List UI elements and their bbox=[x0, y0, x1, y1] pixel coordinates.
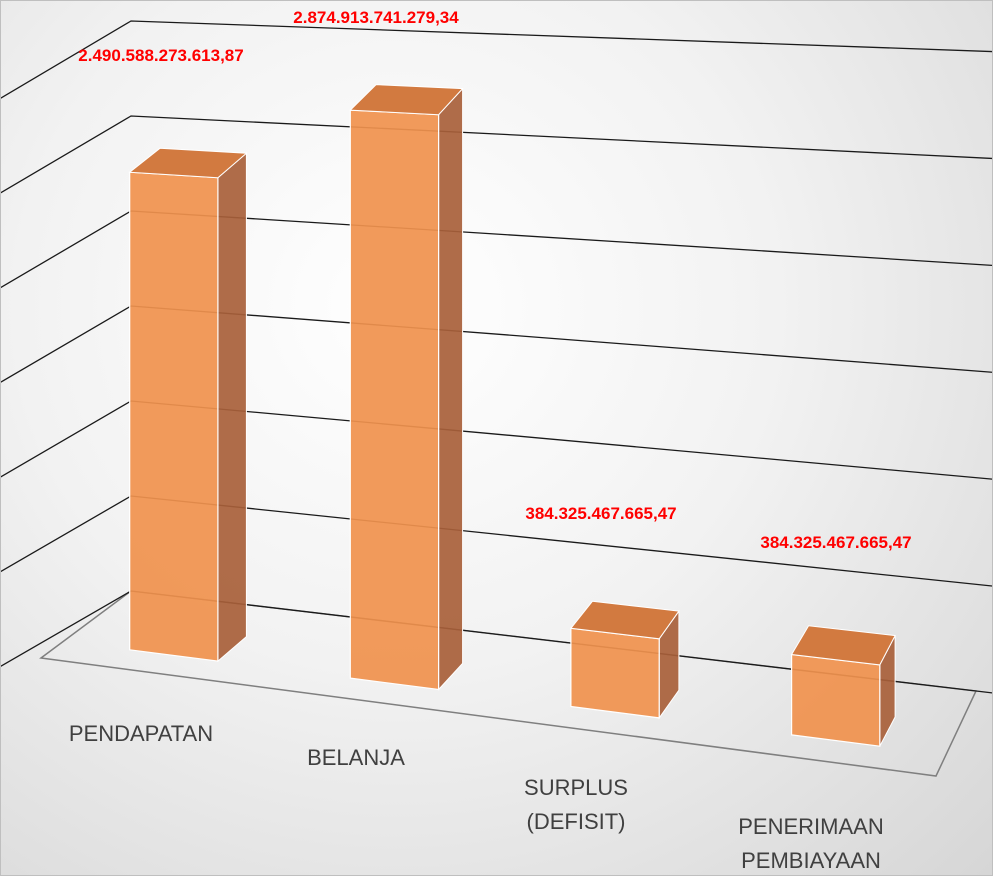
bar bbox=[790, 625, 896, 747]
grid-line bbox=[1, 115, 992, 194]
x-tick-label: SURPLUS (DEFISIT) bbox=[524, 775, 628, 834]
x-tick-label: PENDAPATAN bbox=[68, 721, 214, 746]
bar-side bbox=[438, 87, 464, 691]
bar-front bbox=[129, 171, 219, 662]
value-label: 2.874.913.741.279,34 bbox=[293, 8, 459, 27]
bar bbox=[349, 84, 464, 691]
bar-front bbox=[790, 653, 881, 747]
grid-line bbox=[1, 20, 992, 99]
bar bbox=[569, 600, 680, 720]
bar bbox=[128, 147, 248, 663]
bar-front bbox=[570, 627, 660, 719]
bar-top bbox=[569, 600, 680, 640]
bar-side bbox=[217, 152, 247, 663]
value-label: 384.325.467.665,47 bbox=[760, 533, 911, 552]
bar-front bbox=[349, 109, 440, 691]
x-tick-label: PENERIMAAN PEMBIAYAAN bbox=[738, 814, 884, 873]
value-label: 384.325.467.665,47 bbox=[525, 504, 676, 523]
x-tick-label: BELANJA bbox=[307, 745, 405, 770]
bar-top bbox=[790, 625, 896, 666]
value-label: 2.490.588.273.613,87 bbox=[78, 46, 243, 65]
bar-top bbox=[128, 147, 248, 179]
bar-top bbox=[349, 84, 464, 116]
